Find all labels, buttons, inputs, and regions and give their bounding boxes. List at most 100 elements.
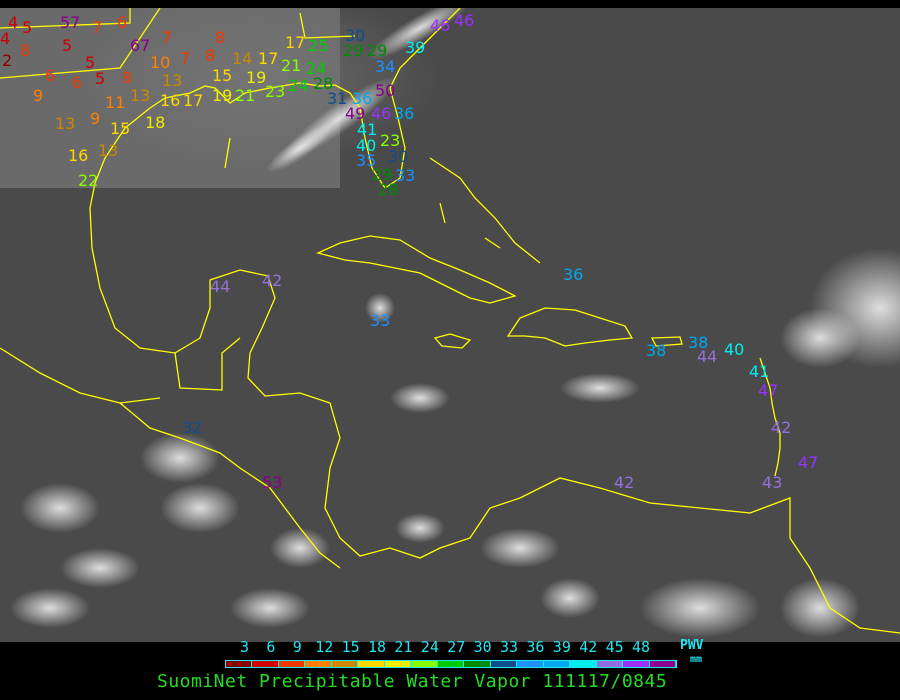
- legend-swatch: [226, 661, 253, 667]
- puerto-rico: [650, 336, 683, 347]
- station-pwv-label: 21: [281, 56, 301, 75]
- legend-tick: 24: [420, 638, 439, 656]
- station-pwv-label: 35: [356, 151, 376, 170]
- station-pwv-label: 36: [394, 104, 414, 123]
- station-pwv-label: 28: [378, 180, 398, 199]
- color-legend: 3 6 9 12 15 18 21 24 27 30 33 36 39 42 45 48: [0, 638, 900, 700]
- station-pwv-label: 44: [210, 277, 230, 296]
- legend-swatch: [623, 661, 650, 667]
- station-pwv-label: 6: [72, 73, 82, 92]
- station-pwv-label: 10: [150, 53, 170, 72]
- station-pwv-label: 33: [370, 311, 390, 330]
- legend-swatch: [570, 661, 597, 667]
- station-pwv-label: 50: [375, 81, 395, 100]
- legend-tick: 36: [526, 638, 545, 656]
- station-pwv-label: 7: [162, 28, 172, 47]
- cloud: [560, 373, 640, 403]
- station-pwv-label: 36: [352, 89, 372, 108]
- cloud: [10, 588, 90, 628]
- station-pwv-label: 19: [246, 68, 266, 87]
- legend-tick: 9: [292, 638, 302, 656]
- station-pwv-label: 11: [105, 93, 125, 112]
- station-pwv-label: 24: [288, 76, 308, 95]
- pacific-coast: [0, 347, 341, 569]
- cloud: [480, 528, 560, 568]
- station-pwv-label: 13: [98, 141, 118, 160]
- station-pwv-label: 2: [2, 51, 12, 70]
- station-pwv-label: 57: [60, 13, 80, 32]
- station-pwv-label: 33: [395, 166, 415, 185]
- legend-tick: 48: [632, 638, 651, 656]
- station-pwv-label: 38: [688, 333, 708, 352]
- station-pwv-label: 9: [90, 109, 100, 128]
- station-pwv-label: 24: [306, 59, 326, 78]
- legend-tick: 39: [552, 638, 571, 656]
- station-pwv-label: 16: [68, 146, 88, 165]
- bahamas: [429, 157, 541, 264]
- station-pwv-label: 7: [92, 18, 102, 37]
- station-pwv-label: 28: [313, 74, 333, 93]
- station-pwv-label: 29: [367, 41, 387, 60]
- station-pwv-label: 30: [345, 26, 365, 45]
- cloud: [780, 308, 860, 368]
- station-pwv-label: 42: [262, 271, 282, 290]
- mexico-coast: [89, 182, 900, 634]
- station-pwv-label: 5: [85, 53, 95, 72]
- legend-swatch: [331, 661, 359, 667]
- station-pwv-label: 34: [375, 57, 395, 76]
- cloud: [270, 528, 330, 568]
- legend-tick: 3: [240, 638, 250, 656]
- station-pwv-label: 40: [356, 136, 376, 155]
- cloud: [160, 483, 240, 533]
- legend-swatch: [596, 661, 624, 667]
- station-pwv-label: 15: [212, 66, 232, 85]
- hispaniola: [506, 307, 634, 347]
- station-pwv-label: 5: [62, 36, 72, 55]
- station-pwv-label: 4: [0, 29, 10, 48]
- station-pwv-label: 17: [285, 33, 305, 52]
- station-pwv-label: 8: [205, 46, 215, 65]
- station-pwv-label: 43: [762, 473, 782, 492]
- station-pwv-label: 42: [771, 418, 791, 437]
- cloud: [140, 433, 220, 483]
- legend-swatch: [490, 661, 518, 667]
- station-pwv-label: 49: [345, 104, 365, 123]
- legend-tick: 30: [473, 638, 492, 656]
- station-pwv-label: 13: [162, 71, 182, 90]
- cloud: [780, 578, 860, 638]
- cuba: [316, 235, 517, 304]
- station-pwv-label: 13: [55, 114, 75, 133]
- station-pwv-label: 18: [145, 113, 165, 132]
- legend-tick: 42: [579, 638, 598, 656]
- station-pwv-label: 38: [646, 341, 666, 360]
- station-pwv-label: 21: [235, 86, 255, 105]
- station-pwv-label: 17: [183, 91, 203, 110]
- station-pwv-label: 32: [182, 418, 202, 437]
- legend-tick: 15: [341, 638, 360, 656]
- satellite-image: 4 4 5 2 8 57 7 6 5 6 9 5 6 5 8 13 9 11 13 10 13 67 7 8 7 8 15 14 17 1…: [0, 0, 900, 642]
- station-pwv-label: 13: [130, 86, 150, 105]
- legend-swatch: [543, 661, 571, 667]
- station-pwv-label: 6: [117, 13, 127, 32]
- cloud: [20, 483, 100, 533]
- station-pwv-label: 42: [614, 473, 634, 492]
- station-pwv-label: 14: [232, 49, 252, 68]
- cloud: [640, 578, 760, 638]
- legend-swatch: [437, 661, 465, 667]
- station-pwv-label: 40: [724, 340, 744, 359]
- cloud: [395, 513, 445, 543]
- station-pwv-label: 19: [212, 86, 232, 105]
- legend-swatch: [464, 661, 491, 667]
- station-pwv-label: 39: [405, 38, 425, 57]
- station-pwv-label: 41: [357, 120, 377, 139]
- station-pwv-label: 29: [343, 41, 363, 60]
- station-pwv-label: 5: [22, 18, 32, 37]
- legend-swatch: [305, 661, 332, 667]
- image-title: SuomiNet Precipitable Water Vapor 111117…: [157, 671, 668, 692]
- station-pwv-label: 47: [758, 381, 778, 400]
- legend-swatch: [411, 661, 438, 667]
- legend-tick: 33: [500, 638, 519, 656]
- legend-tick: 45: [605, 638, 624, 656]
